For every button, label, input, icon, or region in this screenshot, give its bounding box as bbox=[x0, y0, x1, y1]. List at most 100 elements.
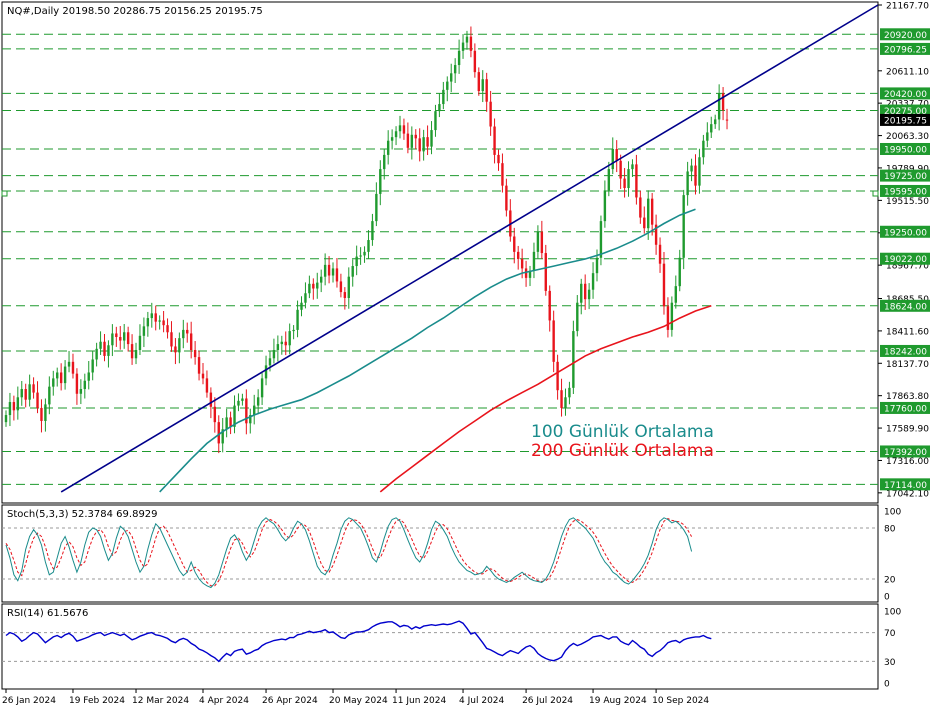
ma200-line bbox=[379, 305, 712, 493]
candle-body bbox=[351, 266, 354, 277]
candle-body bbox=[540, 231, 544, 254]
candle-body bbox=[627, 169, 630, 189]
candle-body bbox=[623, 178, 626, 189]
grip-left-icon[interactable] bbox=[1, 190, 8, 197]
candle-body bbox=[398, 125, 402, 132]
candle-body bbox=[371, 221, 374, 241]
time-tick-label: 4 Jul 2024 bbox=[459, 696, 504, 706]
candle-body bbox=[410, 134, 414, 148]
candle-body bbox=[52, 378, 55, 387]
level-tag-label: 19022.00 bbox=[884, 255, 927, 265]
candle-body bbox=[568, 387, 571, 398]
stoch-title: Stoch(5,3,3) 52.3784 69.8929 bbox=[7, 509, 158, 520]
stochastic-panel[interactable]: 100 80 20 0 Stoch(5,3,3) 52.3784 69.8929 bbox=[1, 504, 901, 603]
candle-body bbox=[249, 415, 252, 424]
candle-body bbox=[12, 402, 16, 411]
time-tick-label: 12 Mar 2024 bbox=[132, 696, 189, 706]
candle-body bbox=[647, 198, 650, 229]
price-tick-label: 20063.30 bbox=[886, 132, 929, 142]
price-tick-label: 18137.70 bbox=[886, 360, 929, 370]
candle-body bbox=[48, 386, 51, 405]
level-tag bbox=[880, 184, 930, 197]
candle-body bbox=[32, 384, 35, 393]
candle-body bbox=[205, 378, 209, 393]
candle-body bbox=[91, 359, 94, 373]
candle-body bbox=[44, 404, 47, 421]
osc-tick-label: 100 bbox=[884, 508, 901, 518]
stoch-signal-line bbox=[5, 518, 693, 587]
candle-body bbox=[402, 125, 406, 134]
trendline bbox=[60, 4, 879, 493]
candle-body bbox=[4, 415, 8, 423]
osc-tick-label: 0 bbox=[884, 593, 890, 603]
candle-body bbox=[505, 185, 508, 211]
price-panel[interactable]: 21167.7020611.1020337.7020063.3019789.90… bbox=[1, 1, 930, 504]
candle-body bbox=[174, 346, 177, 353]
level-tag-label: 18624.00 bbox=[884, 302, 927, 312]
candle-body bbox=[87, 372, 90, 381]
rsi-panel-frame bbox=[1, 603, 879, 690]
level-tag bbox=[880, 142, 930, 155]
price-tick-label: 19515.50 bbox=[886, 197, 929, 207]
grip-right-icon[interactable] bbox=[872, 190, 879, 197]
candle-body bbox=[501, 163, 504, 186]
candle-body bbox=[686, 171, 689, 196]
candle-body bbox=[253, 405, 256, 416]
candle-body bbox=[225, 417, 228, 430]
candle-body bbox=[520, 258, 524, 269]
level-tag bbox=[880, 401, 930, 414]
level-tag-label: 19595.00 bbox=[884, 187, 927, 197]
candle-body bbox=[56, 372, 59, 379]
candle-body bbox=[383, 154, 386, 170]
candle-body bbox=[111, 333, 114, 346]
candle-body bbox=[245, 398, 248, 424]
candle-body bbox=[446, 81, 449, 90]
candle-body bbox=[639, 197, 642, 218]
candle-body bbox=[335, 268, 339, 282]
candle-body bbox=[304, 293, 307, 303]
candle-body bbox=[599, 221, 603, 258]
candle-body bbox=[422, 137, 425, 152]
price-tick-label: 17863.80 bbox=[886, 392, 929, 402]
price-tick-label: 18967.70 bbox=[886, 262, 929, 272]
ma200-annotation: 200 Günlük Ortalama bbox=[531, 441, 714, 461]
rsi-panel[interactable]: 100 70 30 0 RSI(14) 61.5676 bbox=[1, 603, 901, 690]
time-axis: 26 Jan 2024 19 Feb 2024 12 Mar 2024 4 Apr 2… bbox=[2, 689, 709, 706]
candle-body bbox=[209, 392, 213, 407]
candle-body bbox=[256, 397, 260, 406]
candle-body bbox=[280, 341, 283, 345]
candle-body bbox=[323, 264, 327, 277]
current-price-tag bbox=[880, 113, 930, 126]
candle-body bbox=[375, 193, 378, 222]
stoch-axis: 100 80 20 0 bbox=[884, 508, 901, 603]
candle-body bbox=[8, 402, 12, 416]
level-tag bbox=[880, 169, 930, 182]
candle-body bbox=[331, 268, 335, 276]
level-tag-label: 20275.00 bbox=[884, 107, 927, 117]
candle-body bbox=[158, 320, 161, 322]
candle-body bbox=[438, 104, 441, 112]
candle-body bbox=[119, 337, 122, 341]
candle-body bbox=[75, 373, 79, 394]
candle-body bbox=[36, 392, 39, 408]
price-tick-label: 17589.90 bbox=[886, 425, 929, 435]
candle-body bbox=[103, 341, 106, 356]
candle-body bbox=[465, 36, 469, 43]
candle-body bbox=[16, 397, 20, 411]
candle-body bbox=[233, 405, 236, 427]
level-tag-label: 17392.00 bbox=[884, 448, 927, 458]
candle-body bbox=[426, 137, 429, 147]
price-tick-label: 17042.10 bbox=[886, 489, 929, 499]
candle-body bbox=[130, 344, 134, 359]
candle-body bbox=[461, 42, 465, 51]
candle-body bbox=[201, 373, 205, 379]
candle-body bbox=[217, 422, 220, 444]
candle-body bbox=[197, 357, 201, 374]
candle-body bbox=[690, 165, 693, 172]
level-tag-label: 20420.00 bbox=[884, 90, 927, 100]
time-tick-label: 19 Aug 2024 bbox=[589, 696, 647, 706]
level-tag bbox=[880, 104, 930, 117]
candle-body bbox=[714, 119, 717, 125]
candle-body bbox=[587, 289, 591, 300]
candle-body bbox=[99, 341, 102, 349]
